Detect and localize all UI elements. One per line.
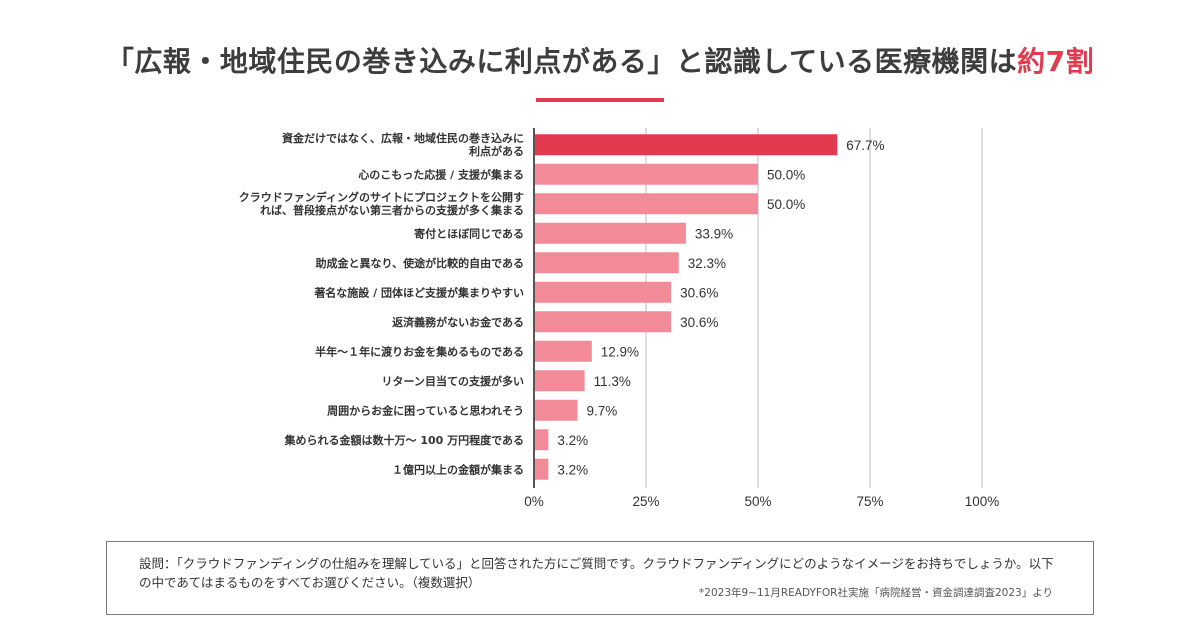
- bar: [534, 311, 672, 333]
- bar: [534, 399, 578, 421]
- x-tick-label: 0%: [524, 494, 544, 509]
- category-label: 心のこもった応援 / 支援が集まる: [358, 167, 524, 181]
- x-tick-label: 50%: [744, 494, 771, 509]
- category-label: リターン目当ての支援が多い: [382, 374, 524, 388]
- value-label: 30.6%: [680, 285, 718, 300]
- value-label: 12.9%: [601, 344, 639, 359]
- value-label: 30.6%: [680, 315, 718, 330]
- value-label: 50.0%: [767, 197, 805, 212]
- bar: [534, 340, 592, 362]
- value-label: 9.7%: [586, 403, 617, 418]
- bar: [534, 193, 758, 215]
- category-label: れば、普段接点がない第三者からの支援が多く集まる: [260, 203, 524, 217]
- source-note: *2023年9~11月READYFOR社実施「病院経営・資金調達調査2023」よ…: [699, 587, 1053, 599]
- x-tick-label: 25%: [632, 494, 659, 509]
- bar: [534, 163, 758, 185]
- bar: [534, 458, 549, 480]
- x-tick-label: 100%: [965, 494, 1000, 509]
- bar: [534, 134, 838, 156]
- value-label: 3.2%: [557, 433, 588, 448]
- value-label: 11.3%: [594, 374, 631, 389]
- category-label: 周囲からお金に困っていると思われそう: [327, 403, 524, 417]
- value-label: 50.0%: [767, 167, 805, 182]
- category-label: 返済義務がないお金である: [392, 315, 524, 329]
- category-label: 半年～１年に渡りお金を集めるものである: [315, 344, 524, 358]
- page-title: 「広報・地域住民の巻き込みに利点がある」と認識している医療機関は約7割: [0, 40, 1200, 80]
- bar: [534, 222, 686, 244]
- value-label: 33.9%: [695, 226, 733, 241]
- bar: [534, 429, 549, 451]
- category-label: 利点がある: [469, 144, 524, 158]
- value-label: 3.2%: [557, 462, 588, 477]
- category-label: 集められる金額は数十万～ 100 万円程度である: [283, 433, 524, 447]
- category-label: 寄付とほぼ同じである: [414, 226, 524, 240]
- category-label: 著名な施設 / 団体ほど支援が集まりやすい: [314, 285, 524, 299]
- bar: [534, 370, 585, 392]
- category-label: クラウドファンディングのサイトにプロジェクトを公開す: [239, 190, 524, 204]
- bar: [534, 281, 672, 303]
- title-main: 「広報・地域住民の巻き込みに利点がある」と認識している医療機関は: [105, 45, 1018, 78]
- category-label: 資金だけではなく、広報・地域住民の巻き込みに: [282, 131, 524, 145]
- title-highlight: 約7割: [1017, 45, 1095, 78]
- x-tick-label: 75%: [856, 494, 883, 509]
- category-label: 助成金と異なり、使途が比較的自由である: [316, 256, 524, 270]
- bar-chart: 67.7% 資金だけではなく、広報・地域住民の巻き込みに利点がある 50.0% 心のこ…: [239, 128, 1000, 509]
- title-underline: [536, 98, 664, 102]
- bar: [534, 252, 679, 274]
- value-label: 32.3%: [688, 256, 726, 271]
- value-label: 67.7%: [846, 138, 884, 153]
- question-text: 設問：「クラウドファンディングの仕組みを理解している」と回答された方にご質問です…: [139, 556, 1054, 590]
- footnote-box: 設問：「クラウドファンディングの仕組みを理解している」と回答された方にご質問です…: [106, 541, 1094, 615]
- category-label: １億円以上の金額が集まる: [392, 462, 524, 476]
